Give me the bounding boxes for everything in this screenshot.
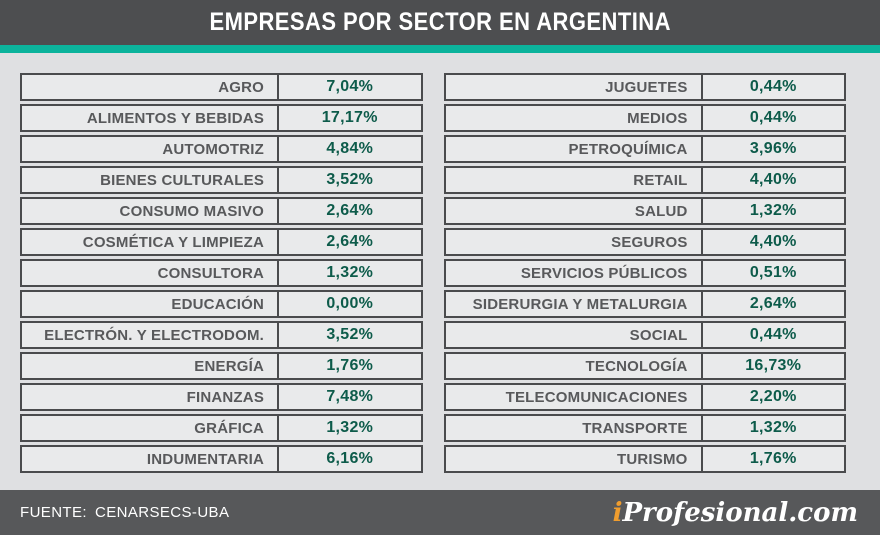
sector-percentage: 3,52% (326, 171, 374, 188)
sector-name: EDUCACIÓN (22, 292, 280, 316)
sector-name: TRANSPORTE (446, 416, 703, 440)
sector-name: GRÁFICA (22, 416, 280, 440)
table-row: FINANZAS 7,48% (20, 383, 423, 411)
table-row: ALIMENTOS Y BEBIDAS 17,17% (20, 104, 423, 132)
table-row: BIENES CULTURALES 3,52% (20, 166, 423, 194)
table-row: INDUMENTARIA 6,16% (20, 445, 423, 473)
sector-name: SIDERURGIA Y METALURGIA (446, 292, 703, 316)
sector-name: AUTOMOTRIZ (22, 137, 280, 161)
sector-percentage: 16,73% (745, 357, 802, 374)
table-row: SEGUROS 4,40% (443, 228, 846, 256)
sector-percentage: 0,51% (749, 264, 797, 281)
iprofesional-logo: iProfesional.com (613, 498, 858, 528)
sector-name: TELECOMUNICACIONES (446, 385, 703, 409)
title-bar: EMPRESAS POR SECTOR EN ARGENTINA (0, 0, 880, 45)
sector-percentage: 4,84% (326, 140, 374, 157)
sector-name: RETAIL (446, 168, 703, 192)
sector-name: BIENES CULTURALES (22, 168, 280, 192)
table-row: COSMÉTICA Y LIMPIEZA 2,64% (20, 228, 423, 256)
logo-i-letter: i (612, 497, 623, 528)
table-row: ENERGÍA 1,76% (20, 352, 423, 380)
sector-percentage: 4,40% (749, 171, 797, 188)
sector-table-right: JUGUETES 0,44% MEDIOS 0,44% PETROQUÍMICA 3,96… (443, 73, 846, 476)
sector-tables-area: AGRO 7,04% ALIMENTOS Y BEBIDAS 17,17% AUTOMO… (0, 53, 880, 476)
sector-percentage: 0,44% (749, 109, 797, 126)
sector-name: SERVICIOS PÚBLICOS (446, 261, 703, 285)
table-row: TRANSPORTE 1,32% (443, 414, 846, 442)
sector-name: ENERGÍA (22, 354, 280, 378)
table-row: CONSUMO MASIVO 2,64% (20, 197, 423, 225)
table-row: TECNOLOGÍA 16,73% (443, 352, 846, 380)
sector-percentage: 6,16% (326, 450, 374, 467)
sector-percentage: 1,32% (749, 419, 797, 436)
sector-table-left: AGRO 7,04% ALIMENTOS Y BEBIDAS 17,17% AUTOMO… (20, 73, 423, 476)
sector-percentage: 17,17% (321, 109, 378, 126)
sector-name: JUGUETES (446, 75, 703, 99)
sector-percentage: 3,96% (749, 140, 797, 157)
table-row: JUGUETES 0,44% (443, 73, 846, 101)
table-row: MEDIOS 0,44% (443, 104, 846, 132)
sector-percentage: 1,32% (326, 264, 374, 281)
source-value: CENARSECS-UBA (94, 504, 230, 521)
sector-name: MEDIOS (446, 106, 703, 130)
sector-name: TURISMO (446, 447, 703, 471)
sector-name: CONSUMO MASIVO (22, 199, 280, 223)
sector-name: FINANZAS (22, 385, 280, 409)
sector-percentage: 7,04% (326, 78, 374, 95)
table-row: CONSULTORA 1,32% (20, 259, 423, 287)
sector-percentage: 2,20% (749, 388, 797, 405)
table-row: PETROQUÍMICA 3,96% (443, 135, 846, 163)
sector-percentage: 0,44% (749, 326, 797, 343)
table-row: SALUD 1,32% (443, 197, 846, 225)
table-row: EDUCACIÓN 0,00% (20, 290, 423, 318)
sector-percentage: 1,76% (749, 450, 797, 467)
table-row: RETAIL 4,40% (443, 166, 846, 194)
sector-name: PETROQUÍMICA (446, 137, 703, 161)
logo-rest-text: Profesional.com (622, 497, 858, 528)
sector-percentage: 2,64% (326, 233, 374, 250)
sector-percentage: 0,00% (326, 295, 374, 312)
sector-percentage: 1,32% (749, 202, 797, 219)
sector-percentage: 4,40% (749, 233, 797, 250)
sector-percentage: 2,64% (326, 202, 374, 219)
page-title: EMPRESAS POR SECTOR EN ARGENTINA (209, 8, 671, 36)
table-row: AGRO 7,04% (20, 73, 423, 101)
sector-name: INDUMENTARIA (22, 447, 280, 471)
sector-name: AGRO (22, 75, 280, 99)
sector-percentage: 0,44% (749, 78, 797, 95)
sector-name: ALIMENTOS Y BEBIDAS (22, 106, 280, 130)
source-label: FUENTE: (20, 504, 87, 521)
sector-percentage: 1,76% (326, 357, 374, 374)
sector-name: CONSULTORA (22, 261, 280, 285)
sector-percentage: 3,52% (326, 326, 374, 343)
table-row: SIDERURGIA Y METALURGIA 2,64% (443, 290, 846, 318)
sector-percentage: 2,64% (749, 295, 797, 312)
sector-name: SOCIAL (446, 323, 703, 347)
sector-name: ELECTRÓN. Y ELECTRODOM. (22, 323, 280, 347)
source-credit: FUENTE: CENARSECS-UBA (20, 504, 229, 521)
sector-name: SALUD (446, 199, 703, 223)
sector-percentage: 1,32% (326, 419, 374, 436)
table-row: GRÁFICA 1,32% (20, 414, 423, 442)
sector-percentage: 7,48% (326, 388, 374, 405)
sector-name: COSMÉTICA Y LIMPIEZA (22, 230, 280, 254)
sector-name: SEGUROS (446, 230, 703, 254)
accent-divider (0, 45, 880, 53)
table-row: TURISMO 1,76% (443, 445, 846, 473)
table-row: SERVICIOS PÚBLICOS 0,51% (443, 259, 846, 287)
sector-name: TECNOLOGÍA (446, 354, 703, 378)
table-row: TELECOMUNICACIONES 2,20% (443, 383, 846, 411)
table-row: SOCIAL 0,44% (443, 321, 846, 349)
footer-bar: FUENTE: CENARSECS-UBA iProfesional.com (0, 490, 880, 535)
table-row: AUTOMOTRIZ 4,84% (20, 135, 423, 163)
table-row: ELECTRÓN. Y ELECTRODOM. 3,52% (20, 321, 423, 349)
